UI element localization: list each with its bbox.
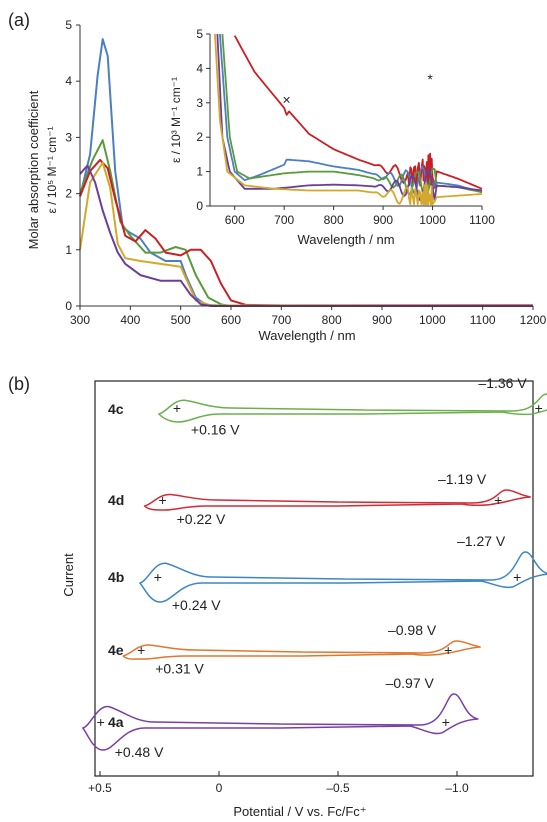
cv-oxidation-marker: + bbox=[154, 569, 162, 585]
panel-a-label: (a) bbox=[8, 10, 30, 30]
inset-x-tick-label: 800 bbox=[324, 213, 344, 227]
inset-x-tick-label: 900 bbox=[373, 213, 393, 227]
main-x-tick-label: 700 bbox=[271, 313, 291, 327]
inset-series-line-2 bbox=[221, 33, 483, 201]
main-y-tick-label: 2 bbox=[65, 187, 72, 201]
inset-y-tick-label: 3 bbox=[196, 96, 203, 110]
cv-x-tick-label: –0.5 bbox=[326, 781, 350, 795]
cv-oxidation-marker: + bbox=[173, 400, 181, 416]
main-x-tick-label: 1100 bbox=[470, 313, 496, 327]
inset-xlabel: Wavelength / nm bbox=[297, 232, 394, 247]
cv-x-tick-label: 0 bbox=[216, 781, 223, 795]
cv-trace-4e bbox=[122, 640, 481, 660]
inset-y-tick-label: 1 bbox=[196, 165, 203, 179]
cv-oxidation-label: +0.48 V bbox=[115, 744, 164, 760]
cv-reduction-label: –0.97 V bbox=[386, 675, 435, 691]
cv-oxidation-label: +0.24 V bbox=[172, 597, 221, 613]
panel-b-label: (b) bbox=[8, 374, 30, 394]
cv-compound-label: 4e bbox=[108, 642, 124, 658]
cv-reduction-label: –1.19 V bbox=[438, 471, 487, 487]
cv-reduction-marker: + bbox=[444, 642, 452, 658]
inset-annotation-cross: × bbox=[283, 92, 291, 108]
cv-x-axis: +0.50–0.5–1.0–1.5 bbox=[88, 771, 469, 795]
cv-compound-label: 4c bbox=[108, 401, 124, 417]
cv-oxidation-marker: + bbox=[137, 642, 145, 658]
main-x-tick-label: 300 bbox=[70, 313, 90, 327]
main-xlabel: Wavelength / nm bbox=[258, 328, 355, 343]
absorption-chart: 300 400 500 600 700 800 900 1000 1100 1200 0 1 2 3 4 5 bbox=[65, 18, 546, 327]
main-x-tick-label: 1200 bbox=[520, 313, 547, 327]
inset-y-tick-label: 0 bbox=[196, 199, 203, 213]
main-ylabel-line1: Molar absorption coefficient bbox=[26, 90, 41, 249]
main-y-tick-label: 1 bbox=[65, 243, 72, 257]
cv-x-tick-label: +0.5 bbox=[88, 781, 112, 795]
cv-frame bbox=[94, 380, 534, 777]
cv-compound-label: 4b bbox=[108, 569, 124, 585]
main-x-tick-label: 500 bbox=[171, 313, 191, 327]
cv-compound-label: 4d bbox=[108, 492, 124, 508]
inset-x-tick-label: 1100 bbox=[469, 213, 495, 227]
inset-ylabel: ε / 10³ M⁻¹ cm⁻¹ bbox=[169, 77, 183, 163]
cv-reduction-marker: + bbox=[535, 400, 543, 416]
main-x-tick-label: 600 bbox=[221, 313, 241, 327]
cv-reduction-label: –1.27 V bbox=[457, 533, 506, 549]
main-series-line-2 bbox=[79, 158, 533, 307]
inset-y-tick-label: 2 bbox=[196, 130, 203, 144]
inset-chart: 600 700 800 900 1000 1100 0 1 2 3 4 5 bbox=[196, 27, 495, 227]
main-x-tick-label: 1000 bbox=[419, 313, 446, 327]
cv-compound-label: 4a bbox=[108, 714, 124, 730]
inset-series-line-1 bbox=[219, 33, 483, 200]
cv-ylabel: Current bbox=[61, 553, 76, 597]
cv-xlabel: Potential / V vs. Fc/Fc⁺ bbox=[233, 804, 366, 819]
cv-reduction-marker: + bbox=[513, 569, 521, 585]
cv-reduction-label: –0.98 V bbox=[388, 622, 437, 638]
inset-y-tick-label: 4 bbox=[196, 61, 203, 75]
main-y-tick-label: 5 bbox=[65, 18, 72, 32]
main-y-tick-label: 4 bbox=[65, 74, 72, 88]
main-x-tick-label: 400 bbox=[120, 313, 140, 327]
main-ylabel-line2: ε / 10⁵ M⁻¹ cm⁻¹ bbox=[45, 127, 59, 214]
inset-x-tick-label: 700 bbox=[274, 213, 294, 227]
main-series-line-0 bbox=[79, 38, 533, 307]
inset-x-tick-label: 1000 bbox=[419, 213, 446, 227]
inset-series-line-4 bbox=[214, 33, 483, 206]
inset-annotation-star: * bbox=[427, 71, 433, 87]
cv-trace-4b bbox=[139, 551, 547, 603]
voltammograms: 4c +0.16 V –1.36 V + +4d +0.22 V –1.19 V + +4b +0… bbox=[82, 375, 547, 760]
cv-reduction-marker: + bbox=[494, 492, 502, 508]
main-x-tick-label: 800 bbox=[322, 313, 342, 327]
main-series-line-4 bbox=[79, 164, 533, 307]
cv-x-tick-label: –1.0 bbox=[445, 781, 469, 795]
cv-reduction-label: –1.36 V bbox=[478, 375, 527, 391]
cv-reduction-marker: + bbox=[442, 714, 450, 730]
main-x-tick-label: 900 bbox=[372, 313, 392, 327]
cv-oxidation-label: +0.31 V bbox=[155, 660, 204, 676]
cv-oxidation-label: +0.22 V bbox=[177, 511, 226, 527]
inset-y-tick-label: 5 bbox=[196, 27, 203, 41]
main-series-line-1 bbox=[79, 139, 533, 307]
cv-trace-4d bbox=[143, 489, 531, 511]
cv-oxidation-marker: + bbox=[159, 492, 167, 508]
inset-x-tick-label: 600 bbox=[225, 213, 245, 227]
main-y-tick-label: 3 bbox=[65, 130, 72, 144]
main-y-tick-label: 0 bbox=[65, 299, 72, 313]
cv-oxidation-label: +0.16 V bbox=[191, 421, 240, 437]
cv-oxidation-marker: + bbox=[97, 714, 105, 730]
cv-trace-4a bbox=[82, 693, 479, 751]
cv-trace-4c bbox=[158, 393, 547, 423]
